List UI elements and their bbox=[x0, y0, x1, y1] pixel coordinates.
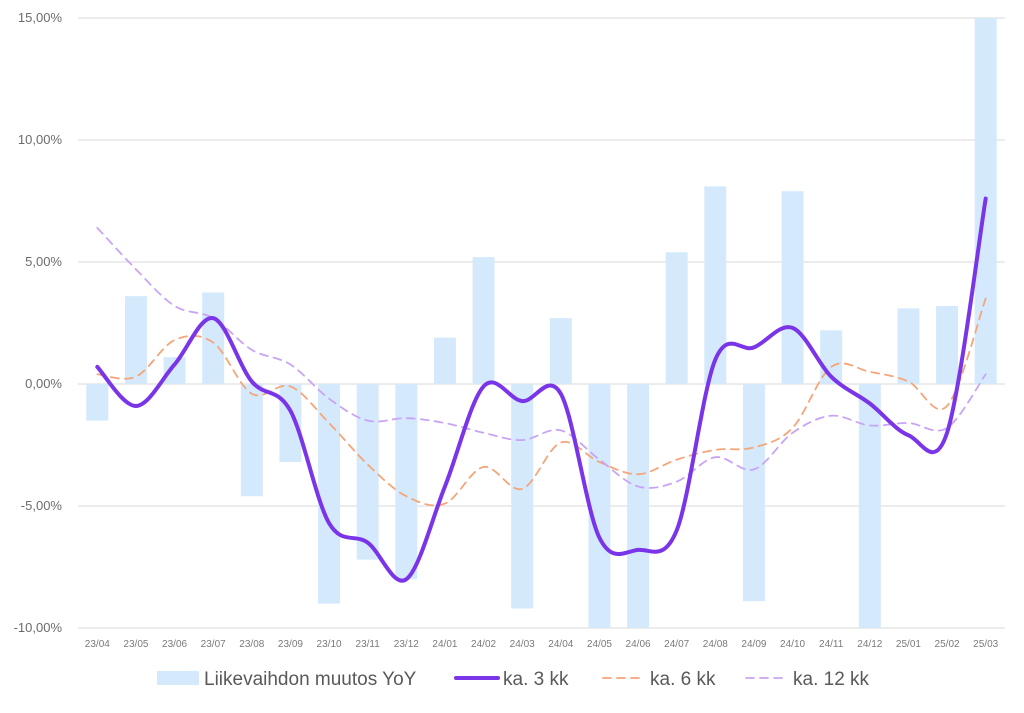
x-tick-label: 25/03 bbox=[973, 639, 998, 650]
x-tick-label: 24/03 bbox=[510, 639, 535, 650]
bar-24-07 bbox=[666, 252, 688, 384]
bar-24-03 bbox=[511, 384, 533, 608]
legend-swatch-bar bbox=[157, 671, 199, 685]
y-tick-label: -10,00% bbox=[14, 620, 63, 635]
x-tick-label: 24/02 bbox=[471, 639, 496, 650]
bar-25-02 bbox=[936, 306, 958, 384]
legend: Liikevaihdon muutos YoY ka. 3 kk ka. 6 kk k… bbox=[157, 669, 870, 690]
legend-label: ka. 6 kk bbox=[650, 669, 716, 690]
x-tick-label: 23/04 bbox=[85, 639, 110, 650]
bar-23-10 bbox=[318, 384, 340, 604]
line-ka-6-kk bbox=[97, 299, 985, 506]
x-tick-label: 25/02 bbox=[935, 639, 960, 650]
bar-24-10 bbox=[782, 191, 804, 384]
x-tick-label: 23/09 bbox=[278, 639, 303, 650]
x-tick-label: 23/10 bbox=[317, 639, 342, 650]
line-series bbox=[97, 199, 985, 581]
line-ka-3-kk bbox=[97, 199, 985, 581]
y-tick-label: 0,00% bbox=[25, 376, 62, 391]
x-tick-label: 23/07 bbox=[201, 639, 226, 650]
x-tick-label: 24/09 bbox=[741, 639, 766, 650]
bar-23-12 bbox=[395, 384, 417, 579]
x-tick-label: 23/12 bbox=[394, 639, 419, 650]
x-tick-label: 24/06 bbox=[626, 639, 651, 650]
bar-24-04 bbox=[550, 318, 572, 384]
x-tick-label: 23/11 bbox=[356, 639, 381, 650]
bar-24-12 bbox=[859, 384, 881, 628]
bar-24-06 bbox=[627, 384, 649, 628]
y-axis-ticks: 15,00% 10,00% 5,00% 0,00% -5,00% -10,00% bbox=[14, 10, 63, 635]
legend-label: ka. 3 kk bbox=[503, 669, 569, 690]
x-tick-label: 24/10 bbox=[780, 639, 805, 650]
bar-23-11 bbox=[357, 384, 379, 560]
legend-label: Liikevaihdon muutos YoY bbox=[204, 669, 417, 690]
x-tick-label: 24/07 bbox=[664, 639, 689, 650]
bar-25-01 bbox=[897, 308, 919, 384]
x-tick-label: 24/08 bbox=[703, 639, 728, 650]
bar-series bbox=[86, 18, 996, 628]
bar-24-01 bbox=[434, 338, 456, 384]
y-tick-label: 15,00% bbox=[18, 10, 63, 25]
bar-23-08 bbox=[241, 384, 263, 496]
legend-label: ka. 12 kk bbox=[793, 669, 870, 690]
bar-24-05 bbox=[588, 384, 610, 628]
bar-23-04 bbox=[86, 384, 108, 421]
x-tick-label: 24/12 bbox=[857, 639, 882, 650]
x-tick-label: 24/11 bbox=[819, 639, 844, 650]
x-tick-label: 23/06 bbox=[162, 639, 187, 650]
x-tick-label: 23/05 bbox=[123, 639, 148, 650]
x-tick-label: 23/08 bbox=[239, 639, 264, 650]
bar-23-09 bbox=[279, 384, 301, 462]
bar-23-07 bbox=[202, 293, 224, 385]
x-tick-label: 24/01 bbox=[432, 639, 457, 650]
x-tick-label: 24/05 bbox=[587, 639, 612, 650]
y-tick-label: 5,00% bbox=[25, 254, 62, 269]
y-tick-label: 10,00% bbox=[18, 132, 63, 147]
x-axis-ticks: 23/04 23/05 23/06 23/07 23/08 23/09 23/10 23/11… bbox=[85, 639, 999, 650]
y-tick-label: -5,00% bbox=[21, 498, 63, 513]
bar-24-09 bbox=[743, 384, 765, 601]
bar-23-06 bbox=[164, 357, 186, 384]
bar-24-02 bbox=[473, 257, 495, 384]
x-tick-label: 24/04 bbox=[548, 639, 573, 650]
x-tick-label: 25/01 bbox=[896, 639, 921, 650]
line-ka-12-kk bbox=[97, 228, 985, 488]
bar-24-08 bbox=[704, 186, 726, 384]
